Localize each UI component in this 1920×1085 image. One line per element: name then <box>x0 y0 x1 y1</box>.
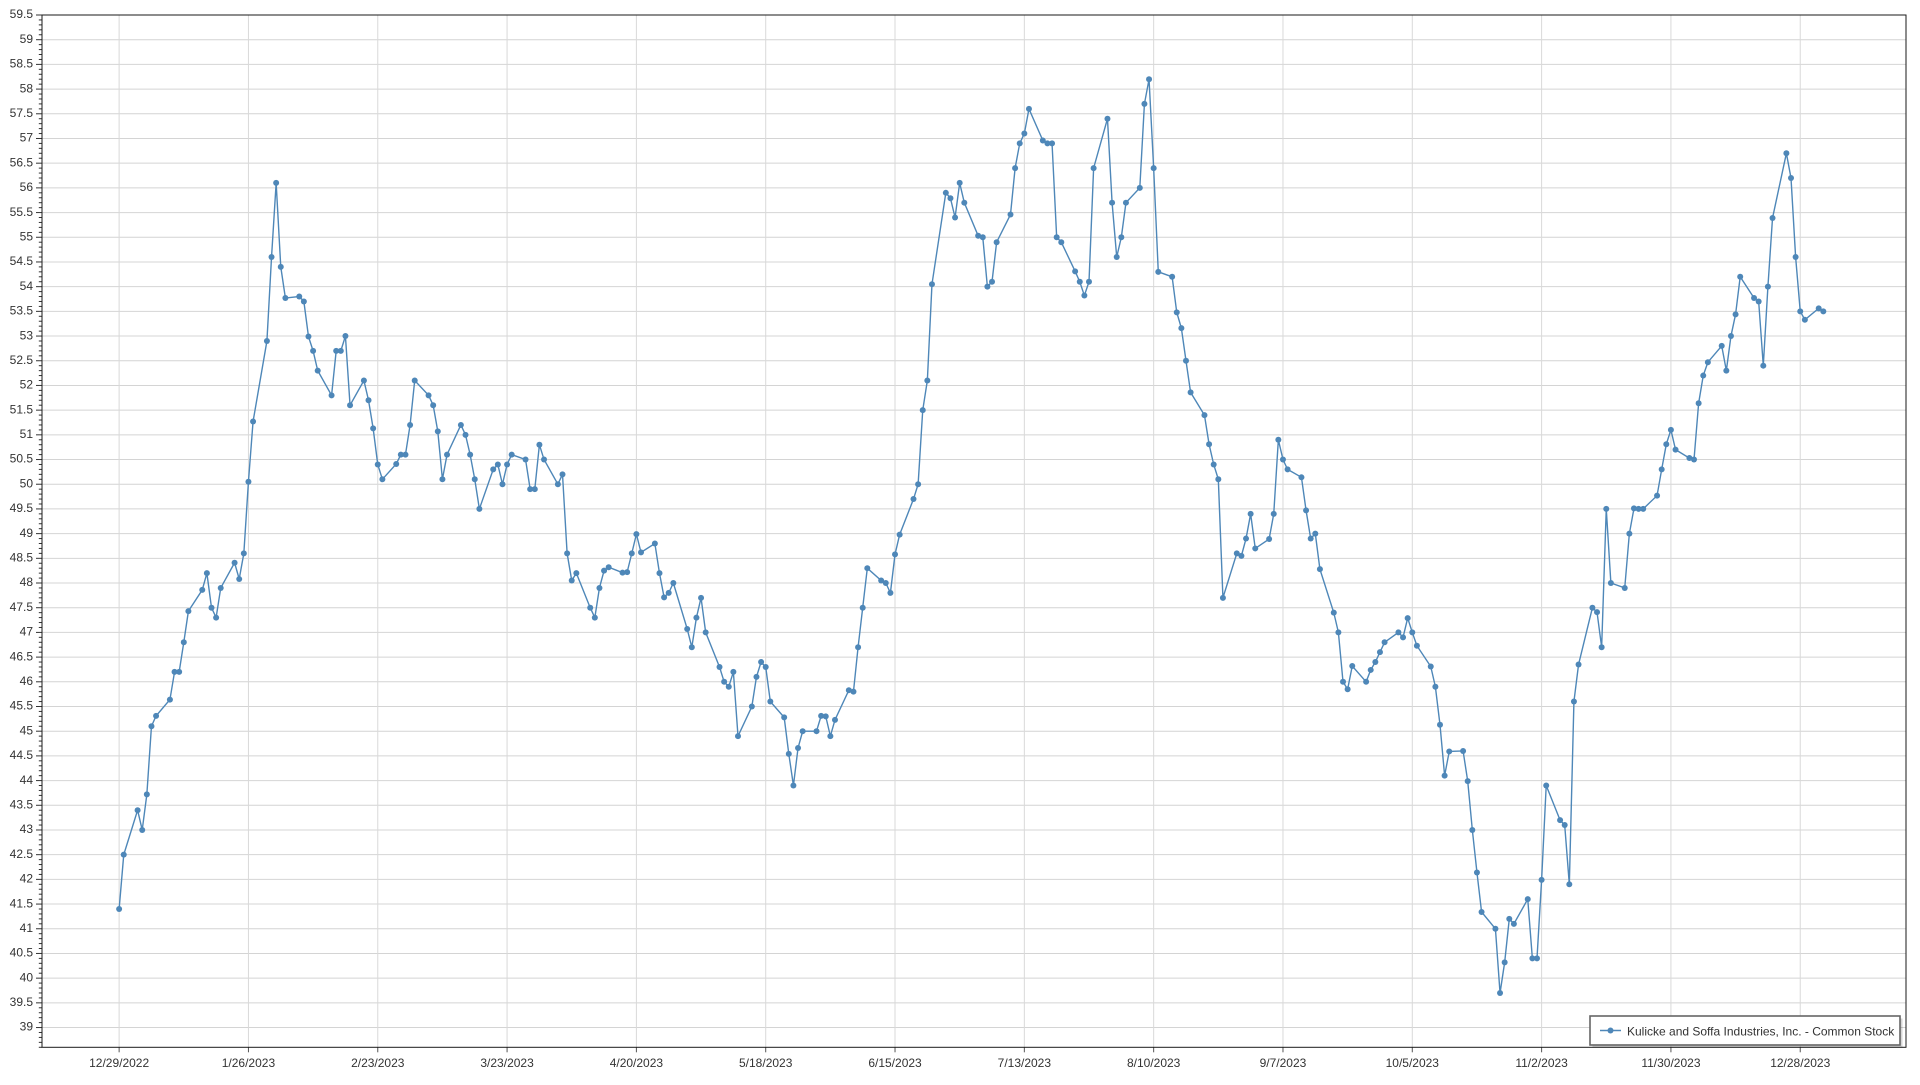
svg-text:39.5: 39.5 <box>10 995 34 1009</box>
svg-text:11/30/2023: 11/30/2023 <box>1641 1056 1700 1070</box>
svg-text:Kulicke and Soffa Industries,: Kulicke and Soffa Industries, Inc. - Com… <box>1627 1025 1895 1039</box>
svg-text:52: 52 <box>20 378 34 392</box>
svg-text:40.5: 40.5 <box>10 946 34 960</box>
svg-text:57: 57 <box>20 131 34 145</box>
svg-text:11/2/2023: 11/2/2023 <box>1515 1056 1568 1070</box>
svg-text:56.5: 56.5 <box>10 155 34 169</box>
svg-text:45.5: 45.5 <box>10 699 34 713</box>
svg-text:51.5: 51.5 <box>10 402 34 416</box>
svg-text:50: 50 <box>20 476 34 490</box>
svg-text:7/13/2023: 7/13/2023 <box>998 1056 1052 1070</box>
svg-text:54.5: 54.5 <box>10 254 34 268</box>
svg-text:59: 59 <box>20 32 34 46</box>
svg-text:49: 49 <box>20 526 34 540</box>
svg-text:5/18/2023: 5/18/2023 <box>739 1056 793 1070</box>
svg-text:57.5: 57.5 <box>10 106 34 120</box>
svg-text:1/26/2023: 1/26/2023 <box>222 1056 276 1070</box>
svg-text:4/20/2023: 4/20/2023 <box>610 1056 664 1070</box>
svg-text:3/23/2023: 3/23/2023 <box>480 1056 534 1070</box>
svg-text:41.5: 41.5 <box>10 896 34 910</box>
svg-text:8/10/2023: 8/10/2023 <box>1127 1056 1181 1070</box>
svg-text:54: 54 <box>20 279 34 293</box>
svg-text:59.5: 59.5 <box>10 7 34 21</box>
svg-text:46.5: 46.5 <box>10 649 34 663</box>
svg-text:47: 47 <box>20 625 34 639</box>
svg-text:44.5: 44.5 <box>10 748 34 762</box>
svg-text:52.5: 52.5 <box>10 353 34 367</box>
svg-text:48: 48 <box>20 575 34 589</box>
svg-text:2/23/2023: 2/23/2023 <box>351 1056 405 1070</box>
svg-text:50.5: 50.5 <box>10 452 34 466</box>
svg-text:47.5: 47.5 <box>10 600 34 614</box>
svg-text:43.5: 43.5 <box>10 797 34 811</box>
svg-text:12/28/2023: 12/28/2023 <box>1770 1056 1830 1070</box>
svg-text:43: 43 <box>20 822 34 836</box>
svg-text:40: 40 <box>20 970 34 984</box>
svg-text:44: 44 <box>20 773 34 787</box>
svg-text:55: 55 <box>20 229 34 243</box>
svg-text:58: 58 <box>20 81 34 95</box>
svg-text:45: 45 <box>20 723 34 737</box>
svg-text:46: 46 <box>20 674 34 688</box>
svg-text:9/7/2023: 9/7/2023 <box>1260 1056 1307 1070</box>
svg-text:53.5: 53.5 <box>10 304 34 318</box>
svg-text:12/29/2022: 12/29/2022 <box>89 1056 149 1070</box>
svg-text:39: 39 <box>20 1020 34 1034</box>
svg-text:58.5: 58.5 <box>10 57 34 71</box>
svg-text:53: 53 <box>20 328 34 342</box>
svg-text:56: 56 <box>20 180 34 194</box>
svg-text:42: 42 <box>20 872 34 886</box>
svg-text:6/15/2023: 6/15/2023 <box>868 1056 922 1070</box>
svg-text:42.5: 42.5 <box>10 847 34 861</box>
svg-text:10/5/2023: 10/5/2023 <box>1386 1056 1440 1070</box>
svg-text:49.5: 49.5 <box>10 501 34 515</box>
svg-text:55.5: 55.5 <box>10 205 34 219</box>
svg-text:51: 51 <box>20 427 34 441</box>
svg-text:48.5: 48.5 <box>10 551 34 565</box>
svg-text:41: 41 <box>20 921 34 935</box>
